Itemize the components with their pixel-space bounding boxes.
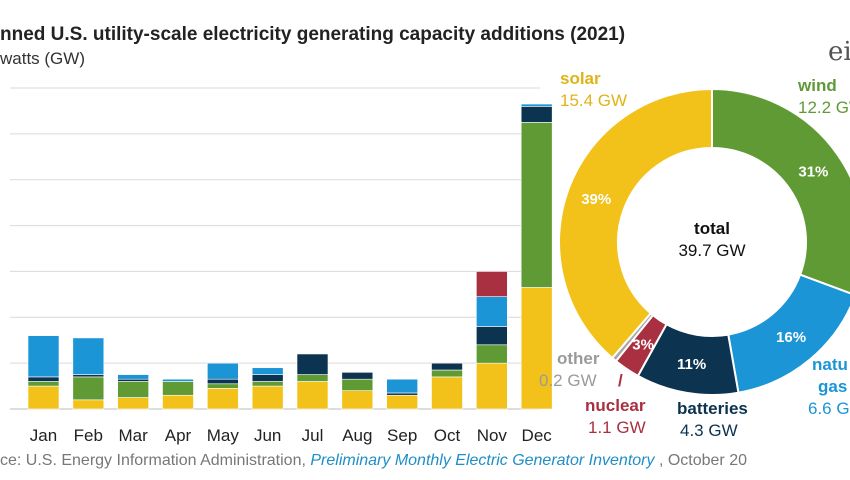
bar-segment-solar-nov bbox=[476, 362, 508, 410]
natural-gas-label-value: 6.6 G bbox=[808, 399, 850, 418]
source-link[interactable]: Preliminary Monthly Electric Generator I… bbox=[310, 452, 655, 469]
bar-segment-nuclear-nov bbox=[476, 271, 508, 297]
donut-slice-solar bbox=[558, 87, 713, 360]
nuclear-label-value: 1.1 GW bbox=[588, 418, 646, 437]
donut-percent-labels: 31% 16% 11% 3% 39% bbox=[581, 163, 828, 372]
x-tick-mar: Mar bbox=[119, 426, 149, 445]
x-tick-nov: Nov bbox=[477, 426, 508, 445]
other-label-value: 0.2 GW bbox=[539, 371, 597, 390]
source-line: ce: U.S. Energy Information Administrati… bbox=[0, 452, 747, 469]
bar-segment-solar-jun bbox=[251, 385, 284, 410]
bar-segment-batteries-jul bbox=[296, 353, 329, 375]
batteries-label-value: 4.3 GW bbox=[680, 421, 738, 440]
x-tick-aug: Aug bbox=[342, 426, 372, 445]
bar-segment-wind-aug bbox=[341, 378, 374, 391]
bar-segment-batteries-sep bbox=[386, 392, 418, 396]
source-suffix: , October 20 bbox=[659, 452, 747, 469]
bar-segment-wind-dec bbox=[520, 122, 553, 288]
donut-percent-wind: 31% bbox=[798, 163, 828, 180]
x-tick-jun: Jun bbox=[254, 426, 281, 445]
bar-segment-wind-may bbox=[207, 383, 239, 389]
bar-segment-batteries-jan bbox=[27, 376, 60, 382]
x-tick-may: May bbox=[207, 426, 240, 445]
x-tick-dec: Dec bbox=[522, 426, 553, 445]
x-tick-apr: Apr bbox=[165, 426, 192, 445]
bar-segment-natural-gas-jun bbox=[251, 367, 284, 375]
other-nuclear-separator: / bbox=[618, 371, 623, 390]
bar-gridlines bbox=[10, 87, 540, 410]
bar-segment-wind-jun bbox=[251, 381, 284, 387]
bar-segment-natural-gas-jan bbox=[27, 335, 60, 378]
bar-segment-natural-gas-feb bbox=[72, 337, 105, 375]
donut-percent-batteries: 11% bbox=[677, 356, 706, 373]
wind-label-name: wind bbox=[797, 76, 837, 95]
x-tick-feb: Feb bbox=[74, 426, 103, 445]
x-tick-sep: Sep bbox=[387, 426, 417, 445]
bar-segment-solar-mar bbox=[117, 397, 149, 410]
donut-slice-wind bbox=[711, 87, 850, 295]
bar-x-tick-labels: Jan Feb Mar Apr May Jun Jul Aug Sep Oct Nov Dec bbox=[30, 426, 552, 445]
bar-segment-natural-gas-nov bbox=[476, 296, 508, 327]
solar-label-name: solar bbox=[560, 69, 601, 88]
chart-title: nned U.S. utility-scale electricity gene… bbox=[0, 24, 625, 45]
bar-segment-solar-oct bbox=[431, 376, 463, 410]
x-tick-oct: Oct bbox=[434, 426, 461, 445]
bar-segment-batteries-jun bbox=[251, 374, 284, 382]
bar-segment-solar-jul bbox=[296, 381, 329, 410]
solar-label-value: 15.4 GW bbox=[560, 91, 627, 110]
bar-segment-solar-may bbox=[207, 388, 239, 410]
bar-segment-batteries-dec bbox=[520, 106, 553, 123]
donut-center-value: 39.7 GW bbox=[678, 241, 745, 260]
bar-segment-solar-feb bbox=[72, 399, 105, 410]
bar-segment-solar-apr bbox=[162, 394, 194, 410]
bar-segment-wind-nov bbox=[476, 344, 508, 364]
bar-segment-batteries-may bbox=[207, 378, 239, 385]
bar-segment-wind-jan bbox=[27, 381, 60, 387]
eia-logo: ei bbox=[828, 37, 850, 67]
bar-segment-wind-mar bbox=[117, 381, 149, 398]
natural-gas-label-name-1: natu bbox=[812, 355, 848, 374]
bar-segment-batteries-mar bbox=[117, 378, 149, 382]
batteries-label-name: batteries bbox=[677, 399, 748, 418]
bar-segment-solar-jan bbox=[27, 385, 60, 410]
bar-segment-solar-sep bbox=[386, 394, 418, 410]
bar-segment-batteries-oct bbox=[431, 362, 463, 371]
bar-segment-natural-gas-apr bbox=[162, 378, 194, 382]
bar-segment-batteries-feb bbox=[72, 374, 105, 378]
bar-segment-natural-gas-mar bbox=[117, 374, 149, 380]
source-prefix: ce: U.S. Energy Information Administrati… bbox=[0, 452, 310, 469]
bar-segment-solar-dec bbox=[520, 287, 553, 410]
bar-segment-natural-gas-may bbox=[207, 362, 239, 380]
donut-center-label: total bbox=[694, 219, 730, 238]
wind-label-value: 12.2 GW bbox=[798, 98, 850, 117]
x-tick-jul: Jul bbox=[302, 426, 324, 445]
bar-segment-solar-aug bbox=[341, 390, 374, 410]
bar-segment-wind-oct bbox=[431, 369, 463, 378]
bar-chart-bars bbox=[27, 103, 553, 410]
chart-y-axis-label: watts (GW) bbox=[0, 49, 85, 68]
bar-segment-batteries-nov bbox=[476, 326, 508, 346]
donut-percent-solar: 39% bbox=[581, 191, 611, 208]
bar-segment-wind-jul bbox=[296, 374, 329, 382]
bar-segment-natural-gas-dec bbox=[520, 103, 553, 107]
donut-chart bbox=[558, 87, 850, 396]
other-label-name: other bbox=[557, 349, 600, 368]
bar-segment-wind-apr bbox=[162, 381, 194, 396]
bar-segment-batteries-aug bbox=[341, 372, 374, 380]
bar-segment-wind-feb bbox=[72, 376, 105, 401]
donut-percent-natural-gas: 16% bbox=[776, 329, 806, 346]
bar-segment-natural-gas-sep bbox=[386, 378, 418, 394]
nuclear-label-name: nuclear bbox=[585, 396, 646, 415]
x-tick-jan: Jan bbox=[30, 426, 57, 445]
natural-gas-label-name-2: gas bbox=[818, 377, 847, 396]
donut-percent-nuclear: 3% bbox=[632, 336, 654, 353]
